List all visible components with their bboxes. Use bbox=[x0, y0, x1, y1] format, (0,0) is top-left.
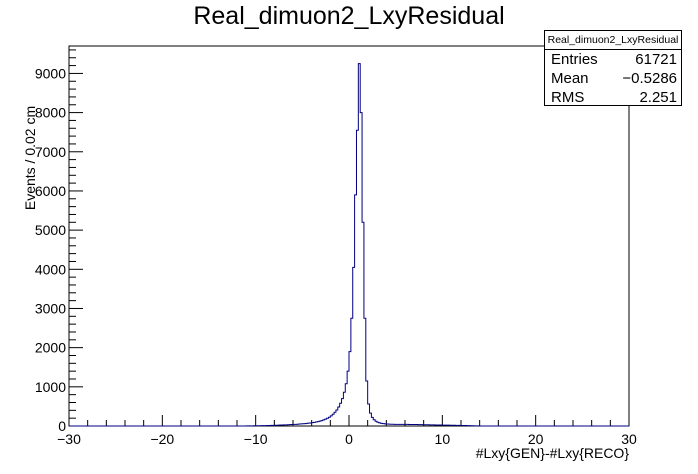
stats-title: Real_dimuon2_LxyResidual bbox=[545, 31, 681, 50]
stats-entries-label: Entries bbox=[551, 51, 598, 68]
y-tick-label: 8000 bbox=[35, 105, 66, 121]
stats-mean-label: Mean bbox=[551, 70, 589, 87]
chart-title: Real_dimuon2_LxyResidual bbox=[193, 2, 505, 30]
x-tick-label: 20 bbox=[528, 431, 544, 447]
x-tick-label: −10 bbox=[244, 431, 268, 447]
y-tick-label: 5000 bbox=[35, 222, 66, 238]
stats-box: Real_dimuon2_LxyResidual Entries 61721 M… bbox=[544, 30, 682, 106]
y-tick-label: 6000 bbox=[35, 183, 66, 199]
stats-rms-label: RMS bbox=[551, 89, 585, 106]
y-tick-label: 9000 bbox=[35, 65, 66, 81]
stats-rms-row: RMS 2.251 bbox=[545, 88, 681, 107]
y-axis-label: Events / 0.02 cm bbox=[22, 106, 38, 210]
y-tick-label: 3000 bbox=[35, 300, 66, 316]
stats-rms-value: 2.251 bbox=[639, 89, 677, 106]
y-tick-label: 0 bbox=[58, 418, 66, 434]
y-tick-label: 4000 bbox=[35, 261, 66, 277]
y-tick-label: 1000 bbox=[35, 379, 66, 395]
x-tick-label: 0 bbox=[345, 431, 353, 447]
y-tick-label: 2000 bbox=[35, 340, 66, 356]
x-axis-label: #Lxy{GEN}-#Lxy{RECO} bbox=[476, 445, 630, 461]
x-tick-label: −20 bbox=[150, 431, 174, 447]
x-tick-label: 10 bbox=[435, 431, 451, 447]
stats-entries-row: Entries 61721 bbox=[545, 50, 681, 69]
y-tick-label: 7000 bbox=[35, 144, 66, 160]
stats-entries-value: 61721 bbox=[635, 51, 677, 68]
x-tick-label: −30 bbox=[57, 431, 81, 447]
x-tick-label: 30 bbox=[621, 431, 637, 447]
stats-mean-row: Mean −0.5286 bbox=[545, 69, 681, 88]
stats-mean-value: −0.5286 bbox=[622, 70, 677, 87]
histogram-series-line bbox=[69, 63, 629, 427]
